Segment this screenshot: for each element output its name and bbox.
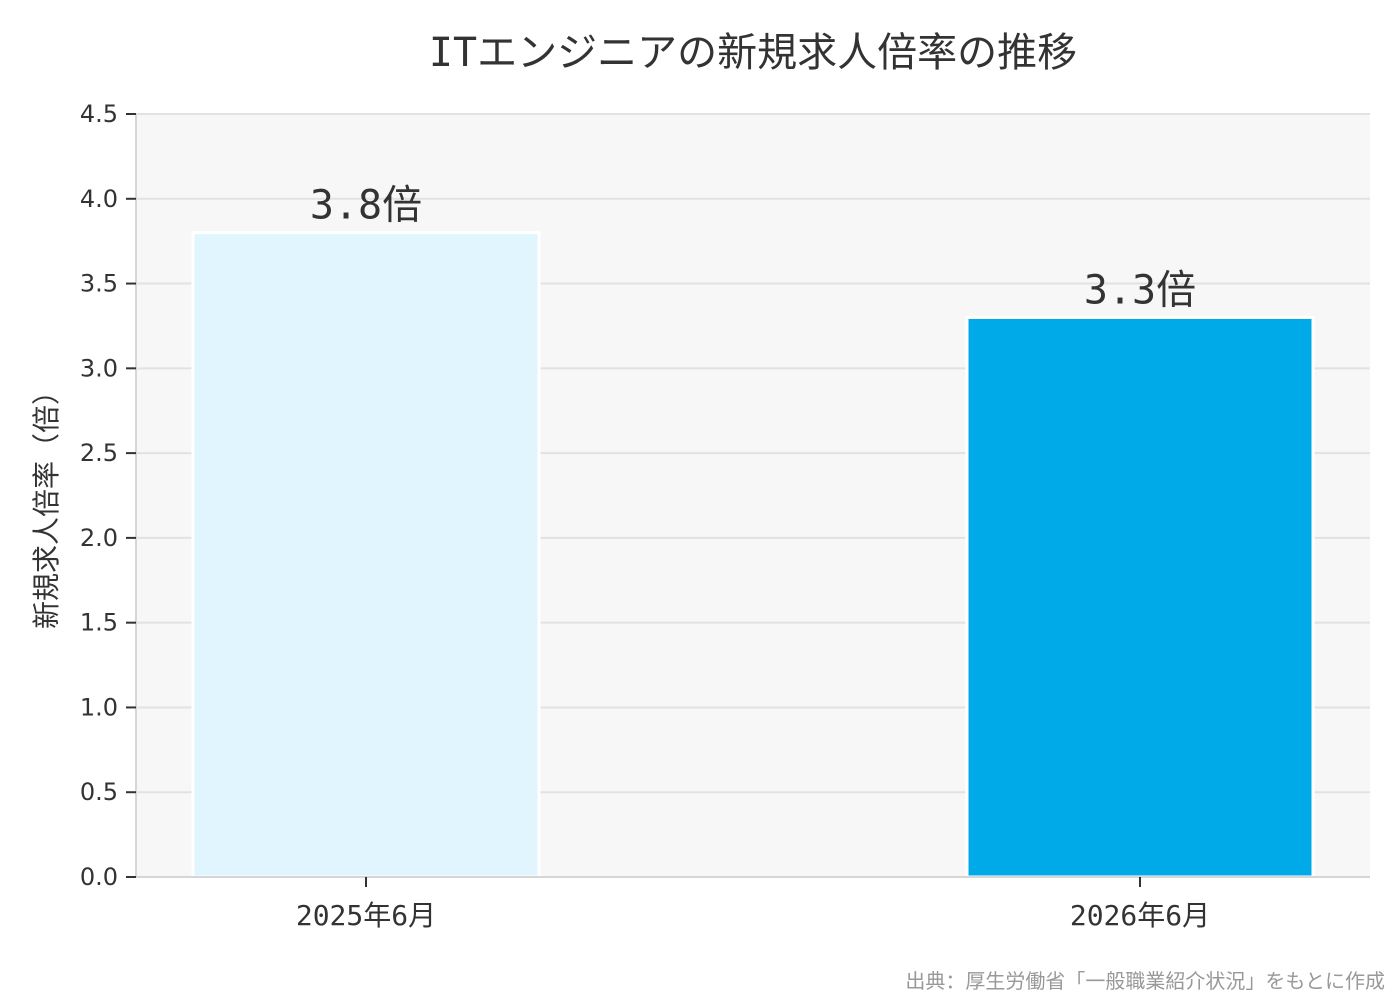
chart-title: ITエンジニアの新規求人倍率の推移: [429, 30, 1077, 76]
x-tick-label: 2026年6月: [1070, 899, 1210, 932]
y-tick-label: 2.0: [80, 524, 118, 552]
y-tick-label: 4.0: [80, 185, 118, 213]
value-labels: 3.8倍 3.3倍: [310, 183, 1196, 314]
y-ticks: 0.0 0.5 1.0 1.5 2.0 2.5 3.0 3.5 4.0 4.5: [80, 100, 136, 891]
y-tick-label: 1.0: [80, 693, 118, 721]
y-tick-label: 3.0: [80, 354, 118, 382]
source-note: 出典：厚生労働省「一般職業紹介状況」をもとに作成: [905, 969, 1385, 993]
y-tick-label: 0.5: [80, 778, 118, 806]
bars: [191, 231, 1315, 879]
axes: [135, 114, 1370, 878]
x-tick-label: 2025年6月: [296, 899, 436, 932]
y-tick-label: 0.0: [80, 863, 118, 891]
data-label: 3.3倍: [1084, 267, 1196, 313]
y-tick-label: 4.5: [80, 100, 118, 128]
bar: [965, 315, 1315, 879]
y-tick-label: 1.5: [80, 609, 118, 637]
data-label: 3.8倍: [310, 183, 422, 229]
x-ticks: 2025年6月 2026年6月: [296, 877, 1210, 932]
y-tick-label: 2.5: [80, 439, 118, 467]
bar: [191, 231, 541, 879]
y-axis-label: 新規求人倍率（倍）: [30, 377, 63, 629]
y-tick-label: 3.5: [80, 270, 118, 298]
